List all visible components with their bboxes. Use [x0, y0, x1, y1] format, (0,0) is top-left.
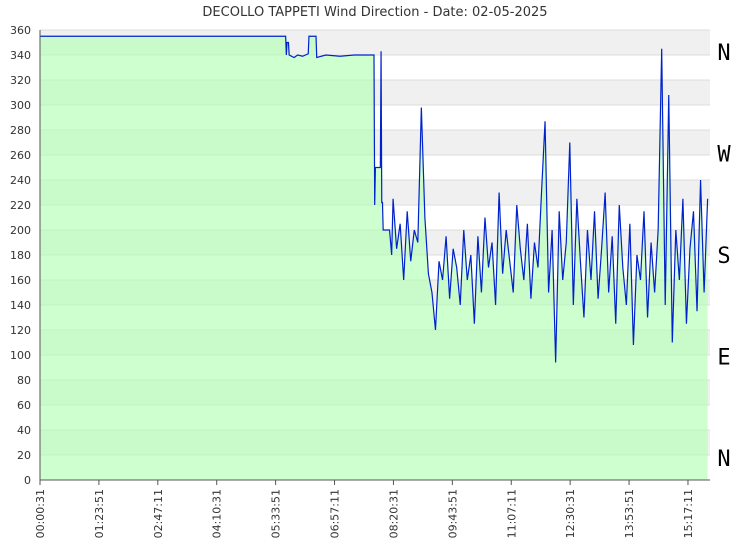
area	[40, 36, 708, 480]
x-tick-label: 06:57:11	[329, 489, 342, 538]
x-tick-label: 12:30:31	[564, 489, 577, 538]
y-tick-label: 80	[17, 374, 31, 387]
y-tick-label: 160	[10, 274, 31, 287]
y-tick-label: 20	[17, 449, 31, 462]
x-tick-label: 15:17:11	[682, 489, 695, 538]
y-tick-label: 220	[10, 199, 31, 212]
y-tick-label: 140	[10, 299, 31, 312]
y-tick-label: 100	[10, 349, 31, 362]
y-tick-label: 340	[10, 49, 31, 62]
y-tick-label: 60	[17, 399, 31, 412]
y-tick-label: 0	[24, 474, 31, 487]
x-tick-label: 11:07:11	[505, 489, 518, 538]
y-tick-label: 180	[10, 249, 31, 262]
y-tick-label: 320	[10, 74, 31, 87]
x-tick-label: 04:10:31	[211, 489, 224, 538]
x-tick-label: 02:47:11	[152, 489, 165, 538]
y-tick-label: 240	[10, 174, 31, 187]
compass-label: S	[717, 244, 730, 269]
y-tick-label: 300	[10, 99, 31, 112]
x-tick-label: 00:00:31	[34, 489, 47, 538]
y-tick-label: 360	[10, 24, 31, 37]
compass-label: E	[717, 346, 730, 371]
x-tick-label: 08:20:31	[387, 489, 400, 538]
chart-title: DECOLLO TAPPETI Wind Direction - Date: 0…	[202, 5, 547, 20]
x-tick-label: 09:43:51	[446, 489, 459, 538]
x-tick-label: 13:53:51	[623, 489, 636, 538]
compass-label: N	[717, 41, 730, 66]
compass-label: N	[717, 447, 730, 472]
y-tick-label: 200	[10, 224, 31, 237]
y-tick-label: 40	[17, 424, 31, 437]
line	[40, 35, 709, 363]
y-tick-label: 120	[10, 324, 31, 337]
x-tick-label: 01:23:51	[93, 489, 106, 538]
y-tick-label: 280	[10, 124, 31, 137]
x-tick-label: 05:33:51	[270, 489, 283, 538]
y-tick-label: 260	[10, 149, 31, 162]
compass-label: W	[717, 143, 731, 168]
